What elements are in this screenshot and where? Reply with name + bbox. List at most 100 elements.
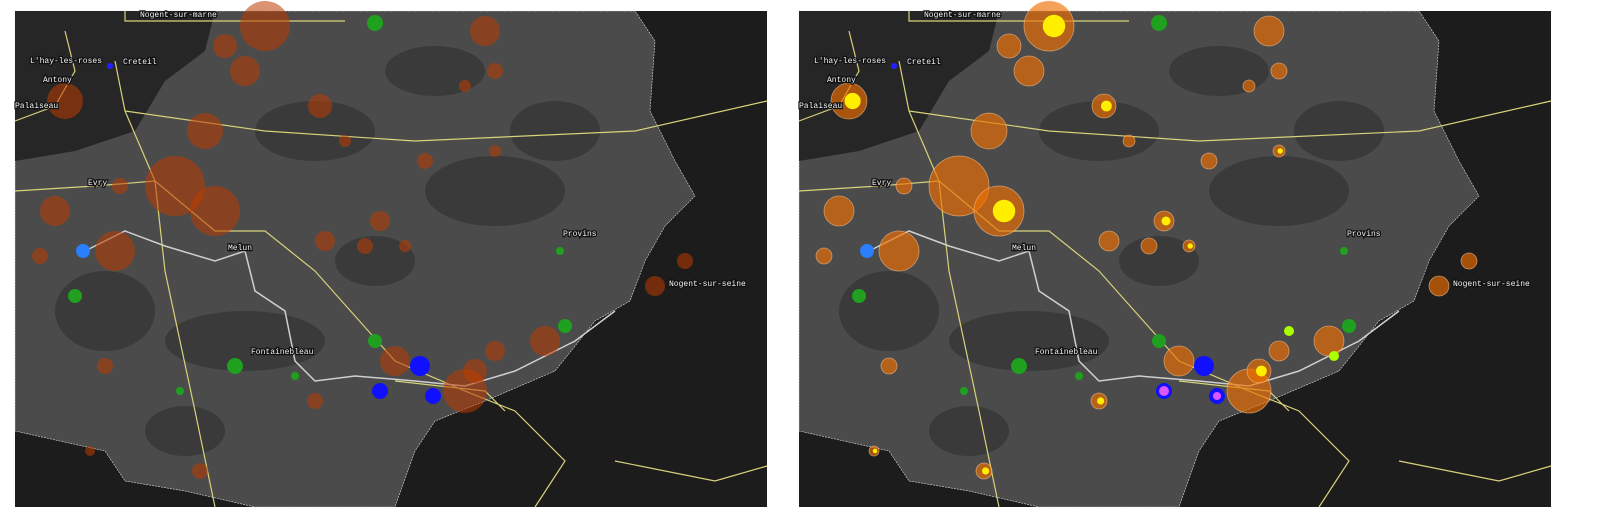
road (898, 60, 1350, 508)
place-label: Creteil (907, 58, 941, 67)
hotspot (470, 16, 500, 46)
hotspot (463, 359, 487, 383)
land-patch (165, 311, 325, 371)
hotspot (1270, 62, 1288, 80)
hotspot (1163, 345, 1195, 377)
hotspot (40, 196, 70, 226)
land-patch (335, 236, 415, 286)
road (798, 180, 940, 192)
hotspot-core (992, 199, 1016, 223)
place-label: Creteil (123, 58, 157, 67)
marker (1329, 351, 1339, 361)
hotspot (213, 34, 237, 58)
marker (1075, 372, 1083, 380)
place-label: Fontainebleau (1035, 348, 1098, 357)
hotspot (645, 276, 665, 296)
hotspot (970, 112, 1008, 150)
hotspot (1313, 325, 1345, 357)
road (154, 180, 216, 508)
place-label: Fontainebleau (251, 348, 314, 357)
hotspot (1122, 134, 1136, 148)
marker (558, 319, 572, 333)
land-patch (929, 406, 1009, 456)
marker (1011, 358, 1027, 374)
hotspot (1428, 275, 1450, 297)
hotspot (97, 358, 113, 374)
place-label: Nogent-sur-marne (924, 11, 1001, 20)
road (1398, 460, 1552, 482)
river (84, 230, 616, 387)
land-patch (55, 271, 155, 351)
place-label: Nogent-sur-seine (669, 280, 746, 289)
hotspot (315, 231, 335, 251)
hotspot (485, 341, 505, 361)
hotspot (878, 230, 920, 272)
map-panel: Nogent-sur-marne L'hay-les-roses Creteil An… (14, 1, 768, 508)
hotspot (1013, 55, 1045, 87)
hotspot (95, 231, 135, 271)
hotspot (895, 177, 913, 195)
hotspot (380, 346, 410, 376)
land-patch (510, 101, 600, 161)
hotspot (1242, 79, 1256, 93)
marker (76, 244, 90, 258)
marker (852, 289, 866, 303)
marker (372, 383, 388, 399)
marker (1159, 386, 1169, 396)
hotspot-core (1277, 148, 1283, 154)
marker (107, 63, 113, 69)
hotspot (47, 83, 83, 119)
hotspot (417, 153, 433, 169)
hotspot (815, 247, 833, 265)
marker (227, 358, 243, 374)
land-patch (1209, 156, 1349, 226)
hotspot (187, 113, 223, 149)
hotspot (190, 186, 240, 236)
hotspot (996, 33, 1022, 59)
hotspot (677, 253, 693, 269)
hotspot (487, 63, 503, 79)
road (938, 180, 1000, 508)
place-label: Provins (563, 230, 597, 239)
hotspot (112, 178, 128, 194)
marker (425, 388, 441, 404)
hotspot (1140, 237, 1158, 255)
hotspot (459, 80, 471, 92)
place-label: Antony (827, 76, 856, 85)
land-patch (949, 311, 1109, 371)
urban-area (799, 11, 999, 161)
hotspot (32, 248, 48, 264)
place-label: Palaiseau (15, 102, 58, 111)
place-label: L'hay-les-roses (814, 57, 886, 66)
place-label: Melun (1012, 244, 1036, 253)
hotspot-core (1187, 243, 1193, 249)
marker (410, 356, 430, 376)
marker (291, 372, 299, 380)
marker (1284, 326, 1294, 336)
hotspot (489, 145, 501, 157)
river (868, 230, 1400, 387)
marker (1194, 356, 1214, 376)
marker (1213, 392, 1221, 400)
hotspot-core (1042, 14, 1066, 38)
place-label: Melun (228, 244, 252, 253)
place-label: Palaiseau (799, 102, 842, 111)
marker (1340, 247, 1348, 255)
land-patch (425, 156, 565, 226)
land-patch (1119, 236, 1199, 286)
hotspot (1200, 152, 1218, 170)
hotspot (530, 326, 560, 356)
urban-area (15, 11, 215, 161)
hotspot (308, 94, 332, 118)
hotspot-core (1101, 100, 1112, 112)
land-patch (145, 406, 225, 456)
map-panel: Nogent-sur-marne L'hay-les-roses Creteil An… (798, 0, 1552, 508)
place-label: Nogent-sur-seine (1453, 280, 1530, 289)
road (114, 60, 566, 508)
marker (176, 387, 184, 395)
marker (556, 247, 564, 255)
marker (860, 244, 874, 258)
road (14, 180, 156, 192)
hotspot (370, 211, 390, 231)
land-patch (839, 271, 939, 351)
